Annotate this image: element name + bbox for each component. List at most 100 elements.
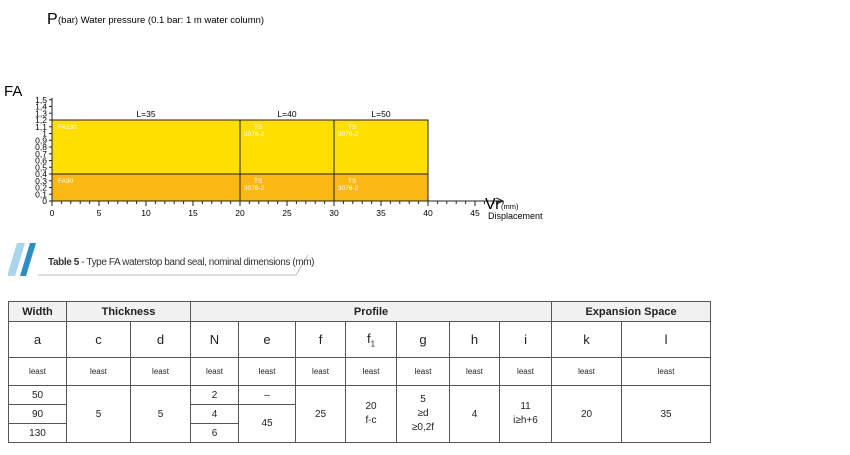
symbol-c: c: [66, 321, 131, 358]
cell-e: –: [238, 385, 296, 405]
symbol-f: f: [295, 321, 346, 358]
cell-d: 5: [130, 385, 191, 443]
cell-n: 2: [190, 385, 239, 405]
symbol-f1-subscript: 1: [370, 339, 376, 349]
cell-k: 20: [551, 385, 623, 443]
table-row: 50 5 5 2 – 25 20 f-c 5 ≥d ≥0,2f 4 11 i≥h+6 2…: [8, 385, 712, 443]
symbol-d: d: [130, 321, 191, 358]
symbol-l: l: [621, 321, 712, 358]
x-axis-unit: (mm): [501, 202, 519, 211]
least-cell: least: [295, 357, 346, 386]
group-header-row: Width Thickness Profile Expansion Space: [8, 301, 712, 322]
cell-e: 45: [238, 404, 296, 443]
cell-f1-expr: f-c: [365, 415, 377, 426]
chart-region: [333, 119, 429, 175]
region-label: 3076-2: [338, 185, 359, 192]
x-tick-label: 20: [235, 208, 245, 218]
region-label: FA90: [58, 178, 74, 185]
cell-h: 4: [449, 385, 500, 443]
caption-stripe-light: [8, 243, 25, 276]
y-tick-label: 1: [42, 129, 47, 139]
y-tick-label: 1,4: [35, 102, 47, 112]
y-tick-label: 1,2: [35, 115, 47, 125]
x-tick-label: 10: [141, 208, 151, 218]
y-tick-label: 0,5: [35, 162, 47, 172]
symbol-row: a c d N e f f1 g h i k l: [8, 321, 712, 358]
cell-n: 6: [190, 423, 239, 443]
least-cell: least: [238, 357, 296, 386]
y-tick-label: 0,6: [35, 156, 47, 166]
symbol-e: e: [238, 321, 296, 358]
least-cell: least: [130, 357, 191, 386]
caption-number: Table 5: [48, 257, 79, 268]
cell-a: 50: [8, 385, 67, 405]
y-tick-label: 1,3: [35, 108, 47, 118]
x-tick-label: 25: [282, 208, 292, 218]
cell-i-value: 11: [520, 401, 531, 412]
region-label: FA130: [58, 124, 77, 131]
tick-layer: 00,10,20,30,40,50,60,70,80,911,11,21,31,…: [35, 95, 504, 218]
cell-l: 35: [621, 385, 712, 443]
x-tick-label: 15: [188, 208, 198, 218]
symbol-a: a: [8, 321, 67, 358]
region-layer: [51, 119, 429, 202]
cell-c: 5: [66, 385, 131, 443]
region-label: TS: [254, 178, 263, 185]
x-tick-label: 40: [423, 208, 433, 218]
cell-i: 11 i≥h+6: [498, 385, 553, 443]
least-row: least least least least least least leas…: [8, 357, 712, 386]
length-label: L=40: [277, 109, 296, 119]
table-caption: Table 5 - Type FA waterstop band seal, n…: [48, 257, 314, 268]
y-tick-label: 0,4: [35, 169, 47, 179]
y-axis-letter: P: [47, 11, 58, 28]
group-width: Width: [8, 301, 67, 322]
x-tick-label: 30: [329, 208, 339, 218]
x-axis-letter: Vr: [485, 196, 501, 213]
chart-region: [239, 119, 335, 175]
least-cell: least: [498, 357, 553, 386]
region-label: 3076-2: [244, 131, 265, 138]
cell-f1-value: 20: [365, 401, 377, 412]
table-row: 130 6: [8, 423, 711, 443]
y-tick-label: 1,5: [35, 95, 47, 105]
length-label: L=50: [371, 109, 390, 119]
cell-f: 25: [295, 385, 346, 443]
region-label: TS: [254, 124, 263, 131]
symbol-g: g: [396, 321, 450, 358]
group-profile: Profile: [189, 301, 553, 322]
y-tick-label: 1,1: [35, 122, 47, 132]
caption-description: - Type FA waterstop band seal, nominal d…: [78, 257, 315, 268]
cell-g: 5 ≥d ≥0,2f: [396, 385, 450, 443]
x-tick-label: 45: [470, 208, 480, 218]
chart-region: [51, 119, 241, 175]
least-cell: least: [190, 357, 239, 386]
cell-g-min-f: ≥0,2f: [411, 422, 435, 433]
y-tick-label: 0,2: [35, 183, 47, 193]
cell-a: 90: [8, 404, 67, 424]
y-tick-label: 0,9: [35, 135, 47, 145]
x-axis-arrow: [496, 197, 504, 205]
dimensions-table: Width Thickness Profile Expansion Space …: [8, 301, 712, 443]
least-cell: least: [449, 357, 500, 386]
fa-side-label: FA: [4, 83, 22, 100]
y-axis-title: (bar) Water pressure (0.1 bar: 1 m water…: [58, 15, 264, 26]
least-cell: least: [8, 357, 67, 386]
x-tick-label: 5: [97, 208, 102, 218]
cell-a: 130: [8, 423, 67, 443]
caption-stripes-icon: [8, 243, 36, 276]
caption-underline: [38, 254, 309, 276]
group-expansion-space: Expansion Space: [551, 301, 712, 322]
y-tick-label: 0: [42, 196, 47, 206]
group-thickness: Thickness: [66, 301, 191, 322]
symbol-i: i: [498, 321, 553, 358]
least-cell: least: [621, 357, 712, 386]
least-cell: least: [396, 357, 450, 386]
cell-g-min-d: ≥d: [417, 408, 429, 419]
cell-i-expr: i≥h+6: [513, 415, 538, 426]
region-label: 3076-2: [338, 131, 359, 138]
cell-n: 4: [190, 404, 239, 424]
cell-g-value: 5: [420, 394, 426, 405]
region-label: TS: [348, 178, 357, 185]
cell-f1: 20 f-c: [345, 385, 397, 443]
